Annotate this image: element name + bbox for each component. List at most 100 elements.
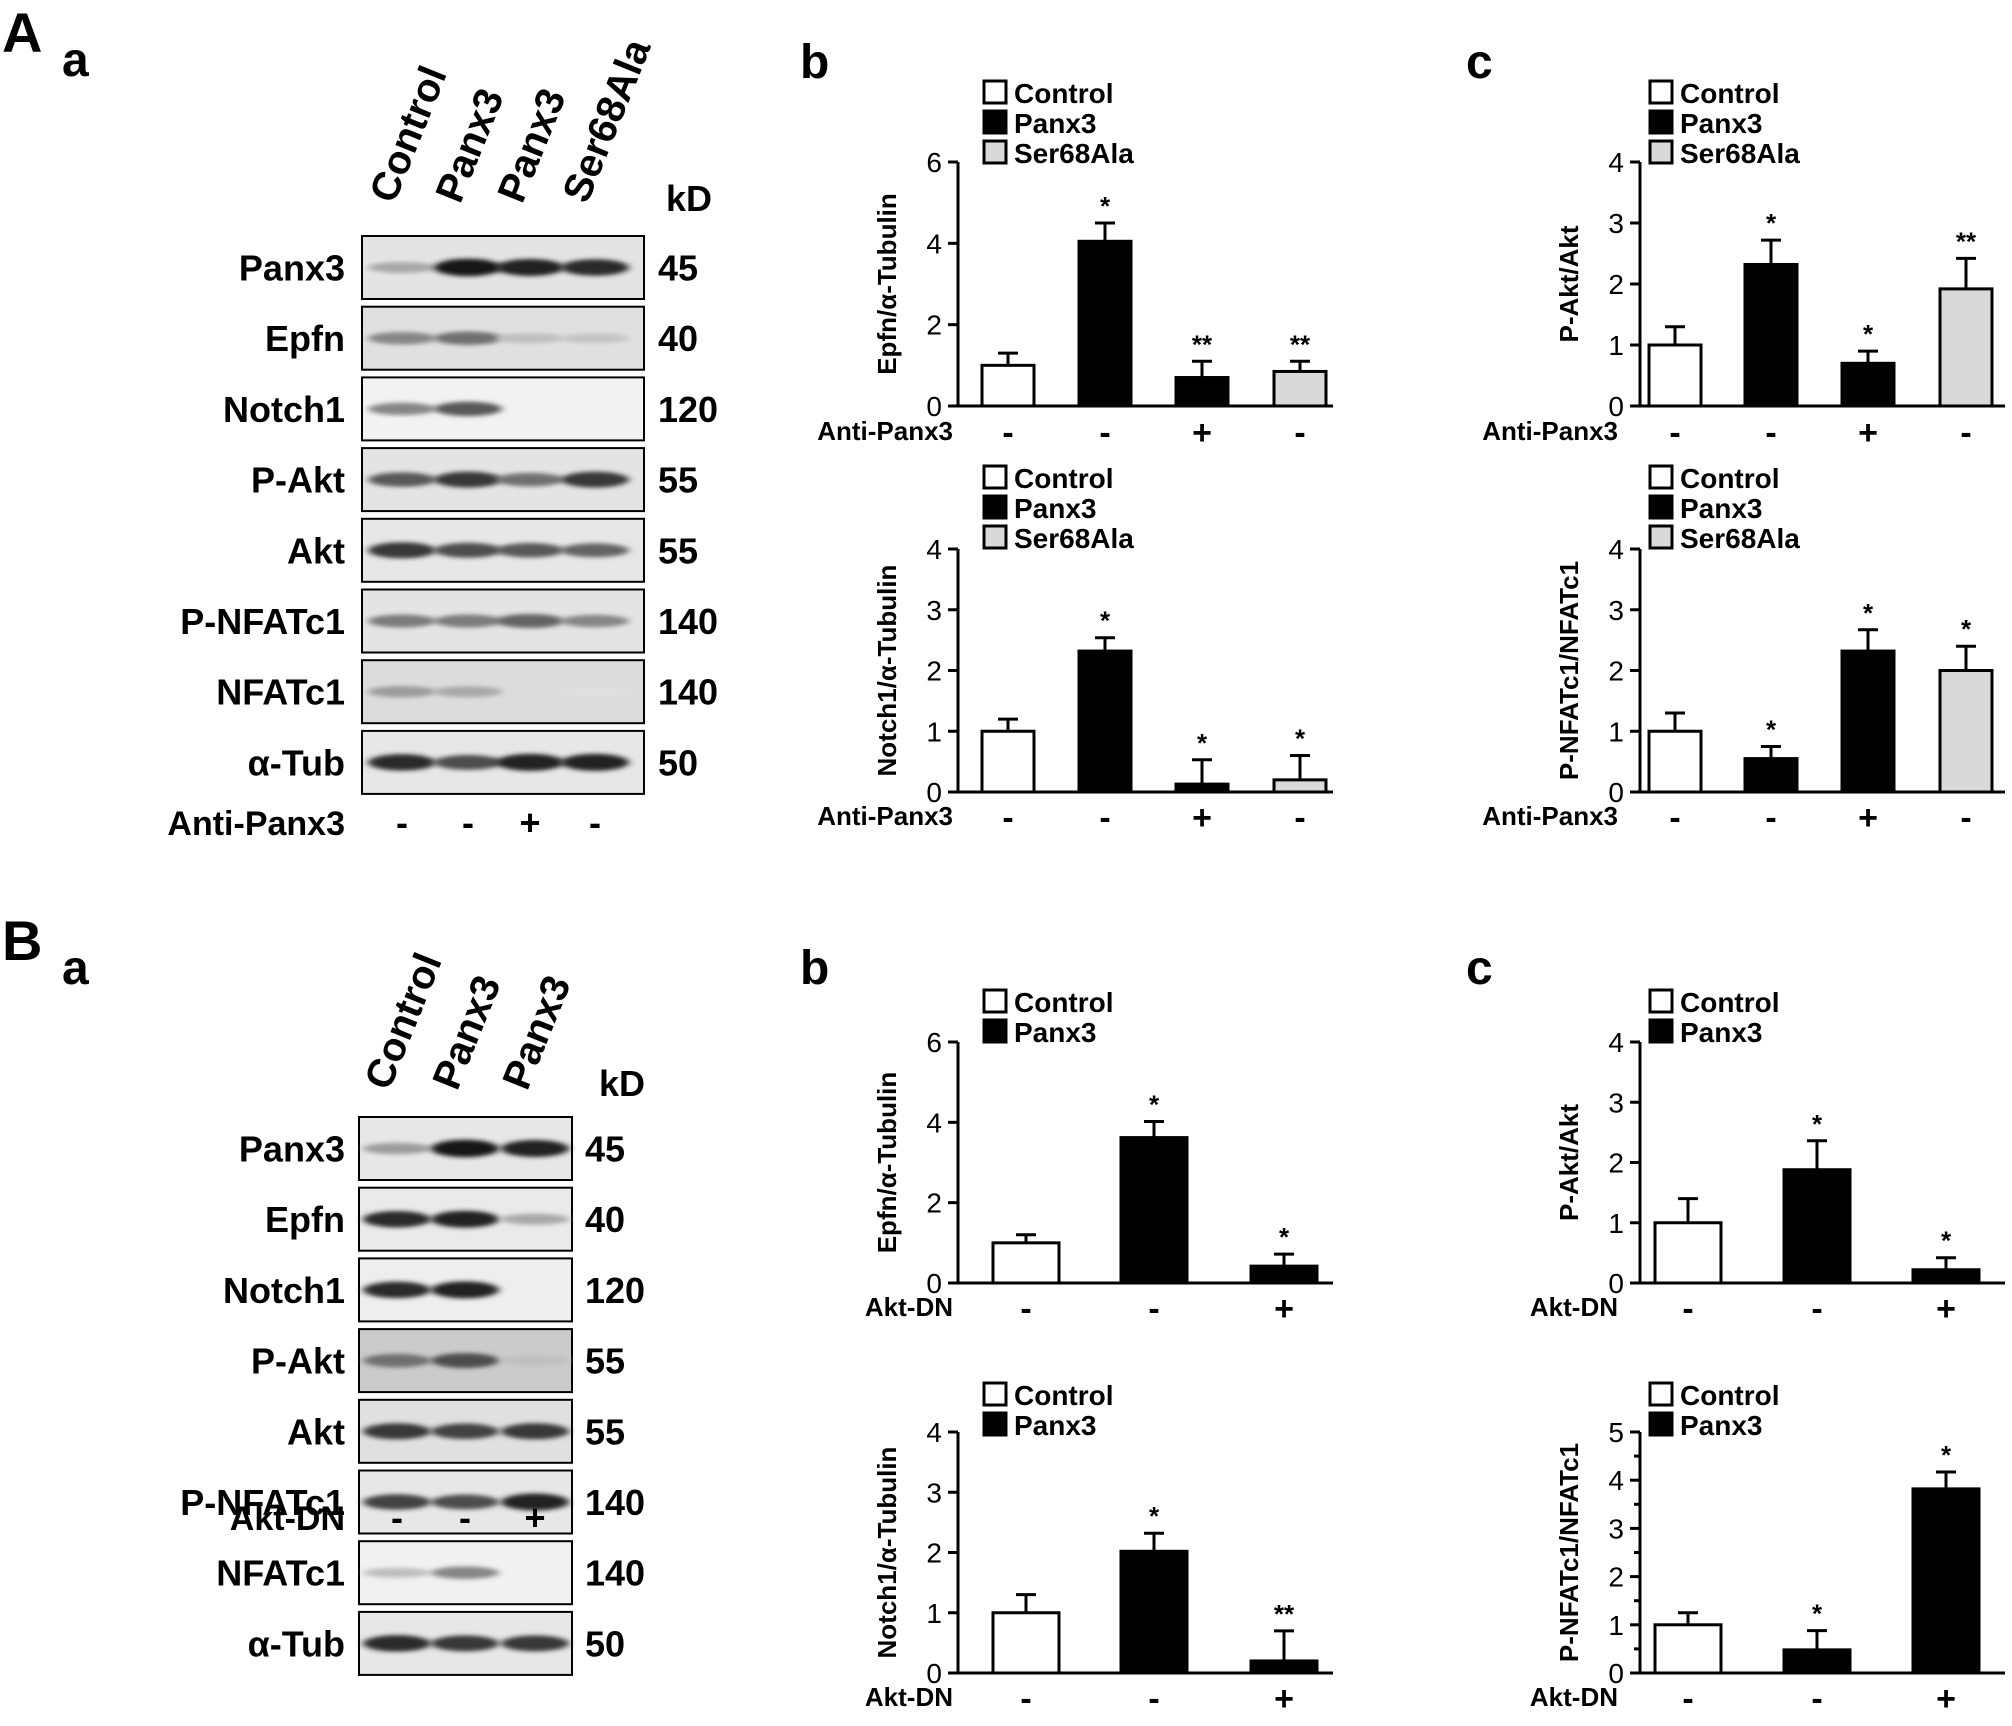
- y-axis-label: P-Akt/Akt: [1554, 225, 1584, 342]
- blot-kd-label: 45: [585, 1129, 625, 1170]
- legend-label: Ser68Ala: [1680, 138, 1800, 169]
- treatment-sign: -: [391, 1497, 403, 1538]
- y-tick-label: 0: [1608, 391, 1624, 422]
- y-tick-label: 0: [926, 1658, 942, 1689]
- treatment-label: Anti-Panx3: [1482, 416, 1618, 446]
- blot-row-label: α-Tub: [248, 742, 345, 783]
- blot-row: NFATc1 140: [216, 659, 718, 725]
- bar: [1647, 729, 1703, 794]
- significance-marker: *: [1812, 1599, 1823, 1629]
- blot-row: α-Tub 50: [248, 729, 698, 795]
- blot-band: [501, 1213, 569, 1225]
- blot-band: [431, 1139, 499, 1158]
- significance-marker: **: [1274, 1599, 1295, 1629]
- bar: [1840, 649, 1896, 794]
- y-axis-label: P-NFATc1/NFATc1: [1554, 561, 1584, 780]
- y-tick-label: 0: [1608, 777, 1624, 808]
- blot-row-label: Panx3: [239, 248, 345, 289]
- legend-label: Panx3: [1680, 1017, 1763, 1048]
- treatment-label: Anti-Panx3: [817, 416, 953, 446]
- blot-row: α-Tub 50: [248, 1610, 625, 1676]
- treatment-label: Anti-Panx3: [1482, 801, 1618, 831]
- panel-letter-B: B: [2, 909, 42, 972]
- significance-marker: *: [1295, 724, 1306, 754]
- blot-kd-label: 45: [658, 248, 698, 289]
- legend-swatch: [982, 79, 1008, 105]
- significance-marker: *: [1812, 1109, 1823, 1139]
- y-tick-label: 3: [926, 1477, 942, 1508]
- bar: [1911, 1487, 1981, 1675]
- significance-marker: *: [1149, 1090, 1160, 1120]
- treatment-sign: -: [1294, 414, 1305, 452]
- legend-label: Panx3: [1680, 493, 1763, 524]
- legend-swatch: [1648, 1411, 1674, 1437]
- treatment-sign: -: [1002, 414, 1013, 452]
- blot-band: [431, 1494, 499, 1510]
- significance-marker: *: [1279, 1222, 1290, 1252]
- blot-row-label: Epfn: [265, 1199, 345, 1240]
- blot-band: [363, 1635, 431, 1652]
- treatment-sign: -: [459, 1497, 471, 1538]
- y-tick-label: 0: [1608, 1658, 1624, 1689]
- treatment-label: Anti-Panx3: [167, 805, 345, 843]
- blot-row-label: Akt: [287, 1411, 345, 1452]
- legend-label: Control: [1680, 463, 1780, 494]
- blot-row: P-NFATc1 140: [180, 1469, 645, 1535]
- treatment-sign: -: [1682, 1290, 1693, 1328]
- treatment-sign: -: [1020, 1680, 1031, 1718]
- blot-row: Akt 55: [287, 517, 698, 583]
- blot-band: [561, 614, 629, 628]
- y-axis-label: Notch1/α-Tubulin: [872, 565, 902, 777]
- treatment-sign: -: [1669, 799, 1680, 837]
- blot-band: [363, 1142, 431, 1155]
- legend-swatch: [982, 109, 1008, 135]
- legend-swatch: [1648, 139, 1674, 165]
- legend-label: Control: [1680, 987, 1780, 1018]
- treatment-label: Akt-DN: [1530, 1292, 1618, 1322]
- bar: [1743, 262, 1799, 408]
- y-axis-label: Epfn/α-Tubulin: [872, 1072, 902, 1254]
- y-tick-label: 1: [1608, 716, 1624, 747]
- y-tick-label: 4: [1608, 1027, 1624, 1058]
- y-tick-label: 0: [926, 1268, 942, 1299]
- treatment-sign: -: [589, 802, 601, 843]
- y-tick-label: 3: [1608, 1087, 1624, 1118]
- blot-band: [368, 402, 436, 416]
- significance-marker: *: [1961, 614, 1972, 644]
- y-axis-label: Epfn/α-Tubulin: [872, 193, 902, 375]
- significance-marker: *: [1100, 191, 1111, 221]
- treatment-sign: -: [1148, 1680, 1159, 1718]
- legend-label: Panx3: [1680, 108, 1763, 139]
- significance-marker: *: [1863, 598, 1874, 628]
- blot-band: [501, 1140, 569, 1157]
- kd-header: kD: [666, 178, 712, 219]
- significance-marker: *: [1766, 208, 1777, 238]
- blot-band: [368, 262, 436, 273]
- blot-band: [363, 1423, 431, 1440]
- blot-row-label: Epfn: [265, 318, 345, 359]
- treatment-sign: -: [1811, 1290, 1822, 1328]
- blot-band: [434, 614, 502, 628]
- treatment-sign: +: [1936, 1680, 1956, 1718]
- y-tick-label: 4: [926, 1417, 942, 1448]
- treatment-label: Akt-DN: [1530, 1682, 1618, 1712]
- blot-kd-label: 120: [585, 1270, 645, 1311]
- panel-B-sublabel-a: a: [62, 942, 89, 995]
- blot-kd-label: 40: [585, 1199, 625, 1240]
- legend-swatch: [1648, 524, 1674, 550]
- blot-band: [496, 333, 564, 344]
- blot-band: [368, 685, 436, 698]
- blot-kd-label: 140: [585, 1482, 645, 1523]
- chart-sublabel: c: [1466, 942, 1493, 995]
- bar: [1077, 649, 1133, 794]
- legend-swatch: [1648, 1381, 1674, 1407]
- y-tick-label: 2: [926, 656, 942, 687]
- blot-band: [363, 1353, 431, 1368]
- blot-row-label: P-NFATc1: [180, 1482, 345, 1523]
- blot-row-label: Panx3: [239, 1129, 345, 1170]
